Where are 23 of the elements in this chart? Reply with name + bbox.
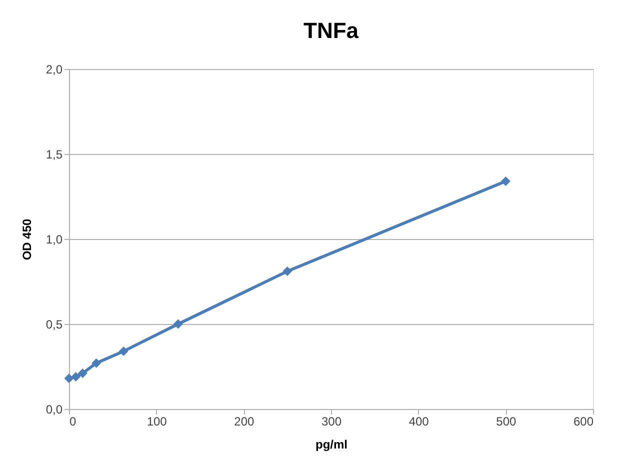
point	[78, 368, 88, 378]
y-axis-title: OD 450	[20, 218, 34, 260]
x-tick-label: 300	[321, 414, 342, 428]
x-tick-label: 600	[573, 414, 594, 428]
point	[173, 319, 183, 329]
y-tick-label: 0,0	[46, 402, 63, 416]
point	[282, 266, 292, 276]
x-tick-label: 100	[146, 414, 168, 428]
point	[64, 374, 74, 384]
point	[71, 372, 81, 382]
y-tick-label: 2,0	[46, 62, 63, 76]
chart-title: TNFa	[304, 18, 360, 43]
point	[500, 176, 510, 186]
x-tick-label: 400	[408, 414, 430, 428]
x-tick-label: 500	[496, 414, 516, 428]
y-tick-label: 1,5	[46, 148, 63, 162]
x-tick-label: 200	[234, 414, 254, 428]
point	[118, 346, 128, 356]
x-axis-title: pg/ml	[316, 438, 348, 452]
point	[92, 358, 102, 368]
y-tick-label: 1,0	[46, 232, 63, 246]
x-tick-label: 0	[70, 414, 76, 428]
y-tick-label: 0,5	[46, 318, 63, 332]
